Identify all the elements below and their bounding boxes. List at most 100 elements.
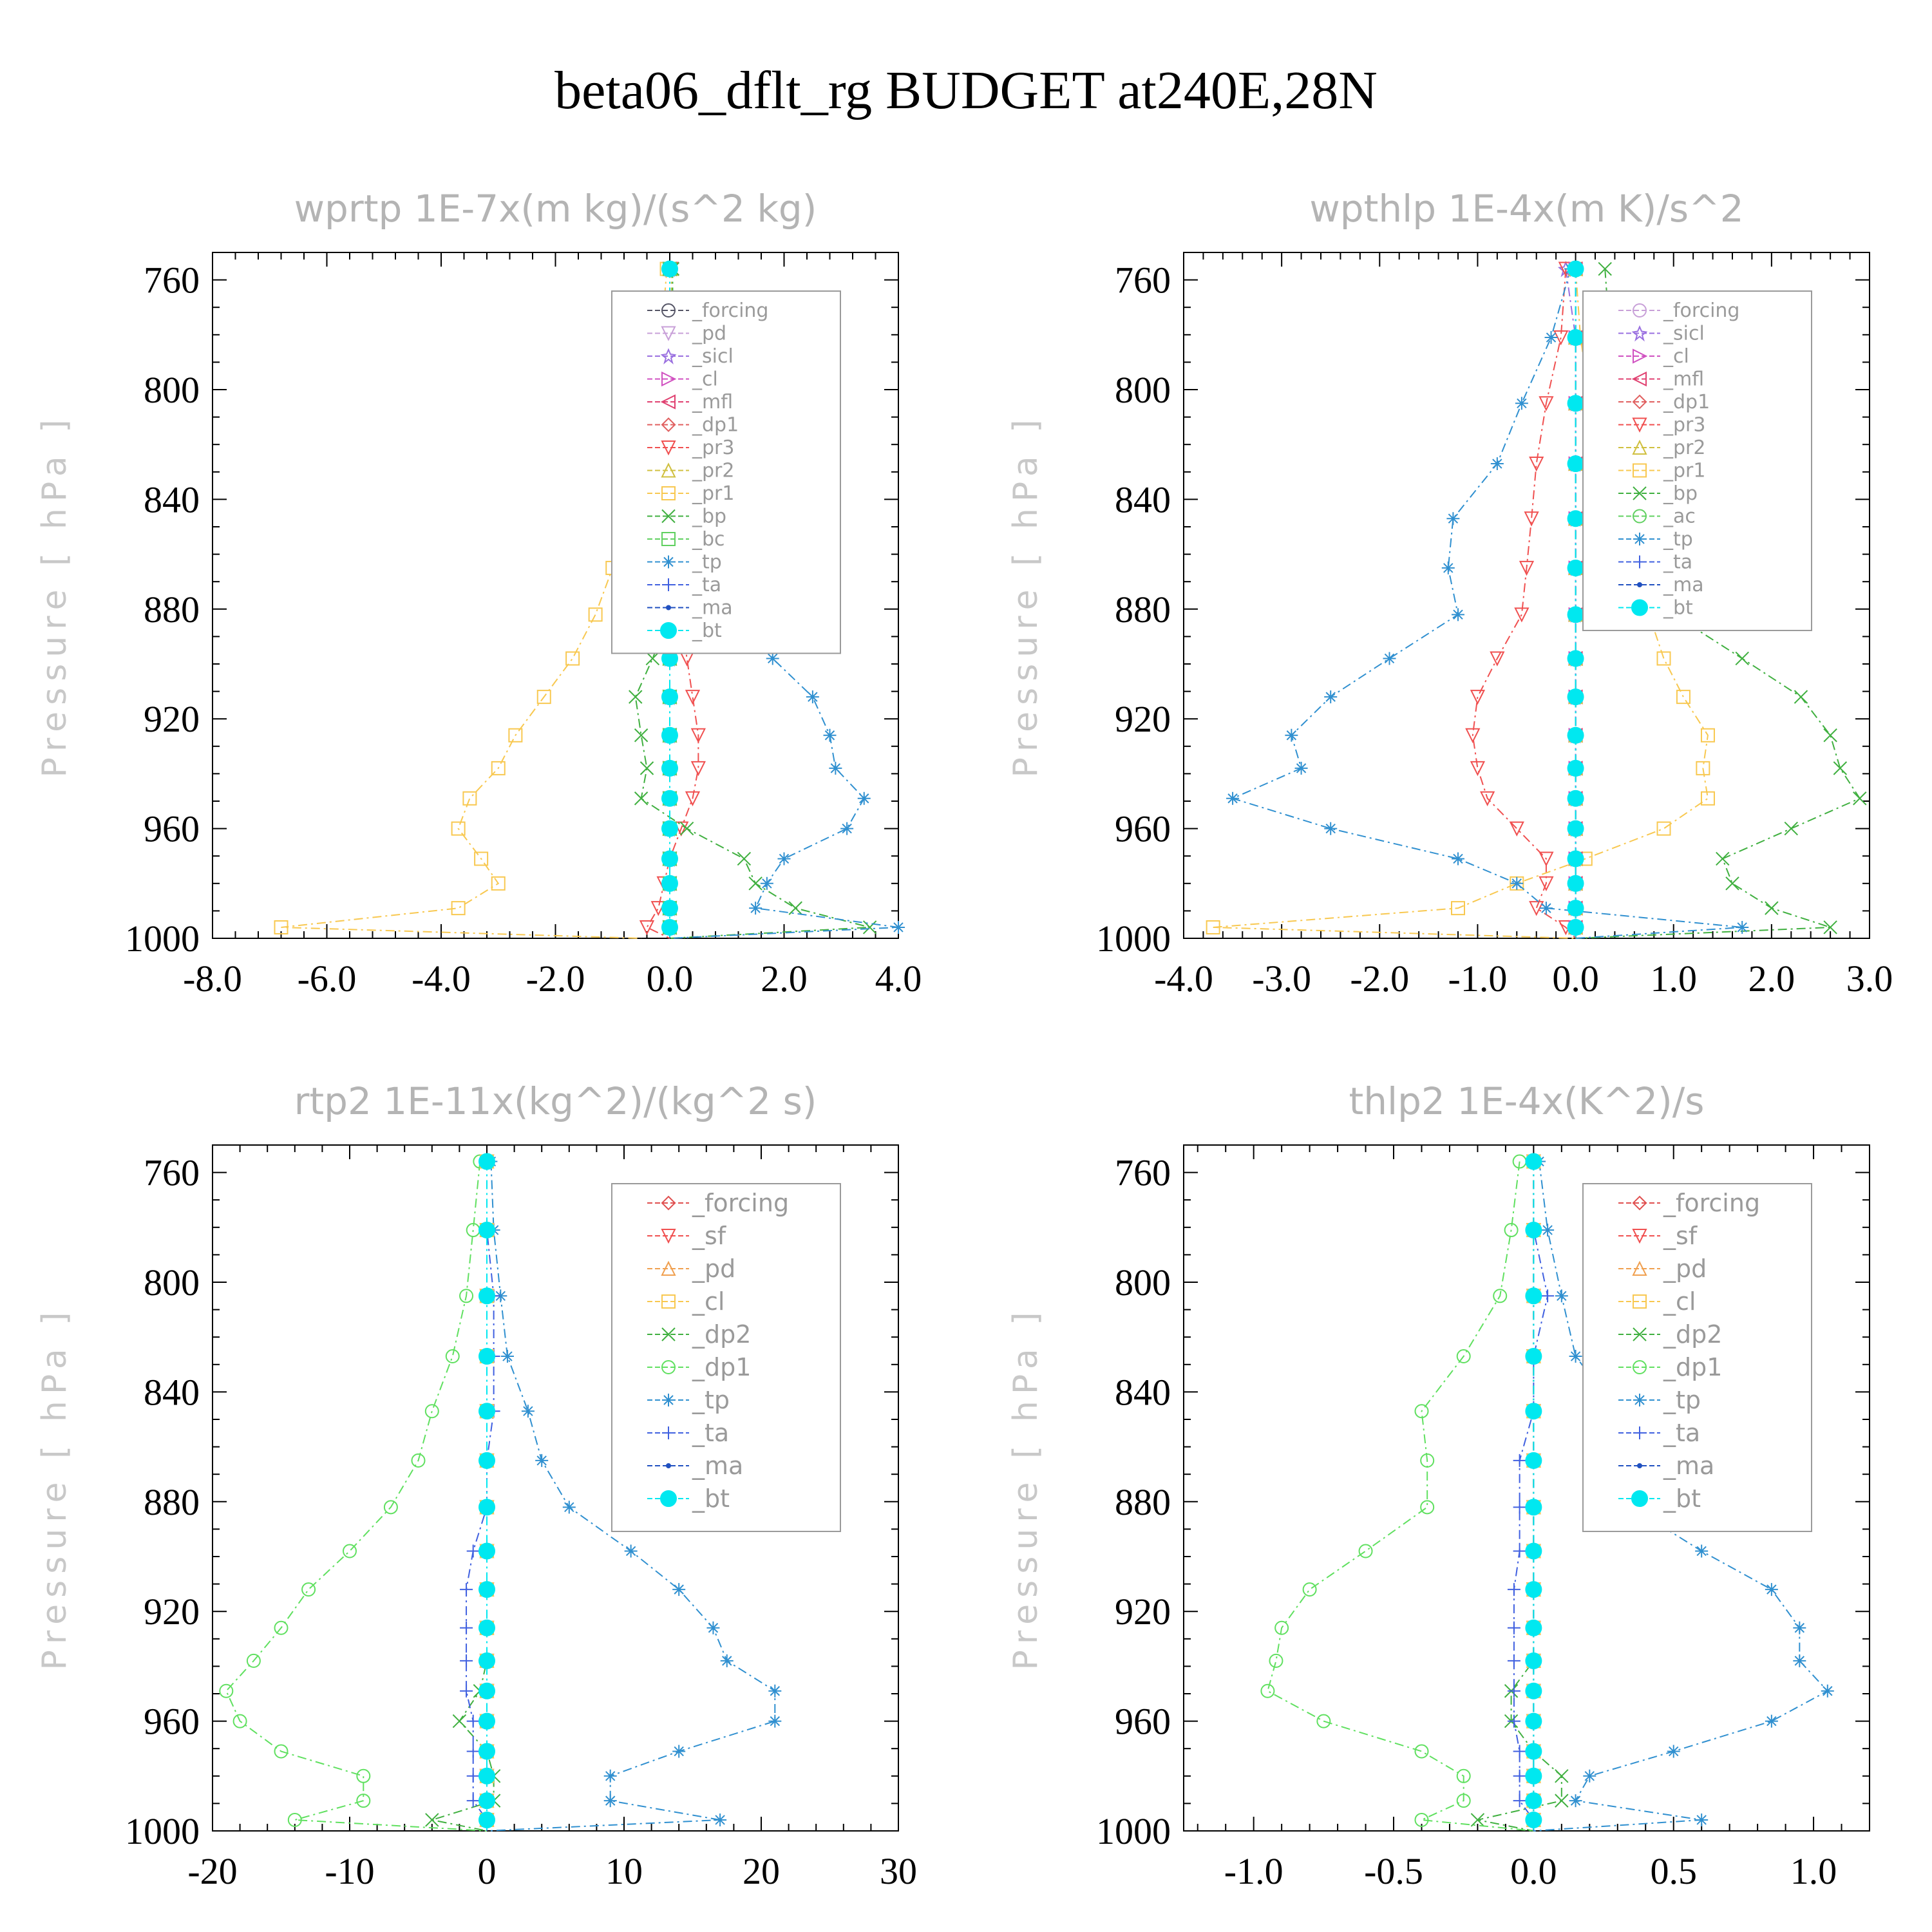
legend-item: _cl — [1618, 1287, 1696, 1316]
data-point — [1513, 1454, 1526, 1467]
data-point — [1383, 652, 1396, 665]
y-tick-label: 840 — [1115, 1371, 1171, 1413]
legend-label: _bt — [1663, 1484, 1701, 1513]
legend-item: _ta — [647, 1419, 729, 1447]
data-point — [1490, 457, 1504, 471]
legend-label: _forcing — [1663, 299, 1739, 322]
x-tick-label: -4.0 — [1154, 958, 1213, 999]
data-point — [661, 726, 678, 744]
data-point — [425, 1813, 439, 1827]
x-tick-label: 2.0 — [761, 958, 808, 999]
legend-item: _sf — [1618, 1222, 1698, 1250]
data-point — [521, 1405, 535, 1418]
data-point — [634, 728, 649, 743]
series-line — [646, 269, 699, 939]
y-axis-label: Pressure [ hPa ] — [1007, 1305, 1045, 1670]
data-point — [1452, 852, 1464, 866]
data-point — [661, 900, 678, 917]
data-point — [562, 1501, 576, 1514]
legend-label: _sf — [692, 1222, 727, 1250]
series-line — [431, 1161, 495, 1832]
legend: _forcing_pd_sicl_cl_mfl_dp1_pr3_pr2_pr1_… — [611, 290, 841, 654]
legend-item: _mfl — [1618, 368, 1704, 391]
legend-label: _pr1 — [692, 482, 734, 505]
legend-label: _dp2 — [692, 1320, 751, 1349]
legend-item: _forcing — [1618, 299, 1739, 322]
legend-marker — [1633, 1360, 1647, 1374]
series-ta — [460, 1155, 500, 1831]
data-point — [1700, 791, 1715, 806]
data-point — [466, 1769, 480, 1783]
data-point — [1470, 690, 1486, 705]
data-point — [1507, 1654, 1520, 1667]
data-point — [1470, 761, 1486, 777]
legend: _forcing _sf _pd _cl _dp2 _dp1 _tp _ta _ma _bt — [1582, 1183, 1812, 1532]
series-pr3 — [1465, 261, 1577, 939]
legend-label: _ta — [692, 1419, 729, 1447]
data-point — [1821, 1684, 1834, 1698]
y-tick-label: 880 — [144, 1481, 200, 1523]
data-point — [1567, 726, 1584, 744]
data-point — [478, 1499, 495, 1516]
x-tick-label: 0 — [478, 1850, 497, 1892]
legend-item: _tp — [647, 1386, 730, 1414]
legend-item: _dp1 — [647, 414, 739, 437]
data-point — [445, 1349, 460, 1364]
legend-marker — [1632, 1260, 1647, 1276]
data-point — [1700, 728, 1715, 743]
x-tick-label: 3.0 — [1846, 958, 1893, 999]
data-point — [1358, 1544, 1373, 1558]
data-point — [823, 728, 837, 742]
data-point — [1736, 920, 1749, 934]
panel-wpthlp: wpthlp 1E-4x(m K)/s^2 Pressure [ hPa ] 760… — [1007, 187, 1893, 999]
legend-marker — [660, 348, 677, 365]
data-point — [424, 1404, 439, 1419]
data-point — [1470, 1813, 1485, 1827]
legend-box — [611, 1183, 841, 1532]
data-point — [661, 759, 678, 777]
legend-label: _ta — [1663, 1419, 1700, 1447]
data-point — [806, 690, 819, 704]
legend-label: _cl — [1663, 1287, 1696, 1316]
legend-item: _dp1 — [1618, 1353, 1722, 1381]
data-point — [1316, 1714, 1331, 1728]
y-tick-label: 920 — [144, 1591, 200, 1633]
data-point — [661, 688, 678, 706]
x-tick-label: 30 — [880, 1850, 917, 1892]
data-point — [1510, 876, 1524, 890]
legend-label: _mfl — [692, 391, 733, 413]
data-point — [1833, 761, 1848, 775]
x-tick-label: -0.5 — [1364, 1850, 1423, 1892]
series-line — [1565, 269, 1577, 938]
legend-item: _ta — [1618, 1419, 1700, 1447]
legend-item: _ta — [1618, 551, 1692, 574]
data-point — [1695, 1544, 1709, 1558]
data-point — [1513, 1794, 1526, 1808]
legend-box — [1582, 1183, 1812, 1532]
legend-item: _ma — [1618, 574, 1704, 596]
x-tick-label: -1.0 — [1448, 958, 1508, 999]
data-point — [1567, 918, 1584, 936]
data-point — [460, 1621, 473, 1634]
y-tick-label: 1000 — [1096, 918, 1171, 960]
y-tick-label: 800 — [144, 1262, 200, 1303]
data-point — [1539, 396, 1554, 412]
legend-label: _dp1 — [692, 414, 739, 437]
y-tick-label: 840 — [144, 1371, 200, 1413]
legend-marker — [660, 622, 677, 639]
data-point — [536, 690, 551, 705]
data-point — [301, 1582, 316, 1597]
data-point — [1541, 1289, 1555, 1303]
data-point — [1480, 791, 1495, 806]
legend-label: _cl — [1663, 345, 1689, 368]
data-point — [1420, 1500, 1435, 1515]
data-point — [1567, 900, 1584, 917]
legend-label: _pr3 — [1663, 414, 1705, 437]
data-point — [1420, 1453, 1435, 1468]
legend-label: _bp — [1663, 482, 1698, 505]
legend-item: _bp — [1618, 482, 1698, 505]
legend-item: _bp — [647, 506, 726, 528]
data-point — [1525, 1403, 1542, 1420]
legend-marker — [1633, 533, 1646, 545]
y-tick-label: 760 — [144, 1152, 200, 1194]
